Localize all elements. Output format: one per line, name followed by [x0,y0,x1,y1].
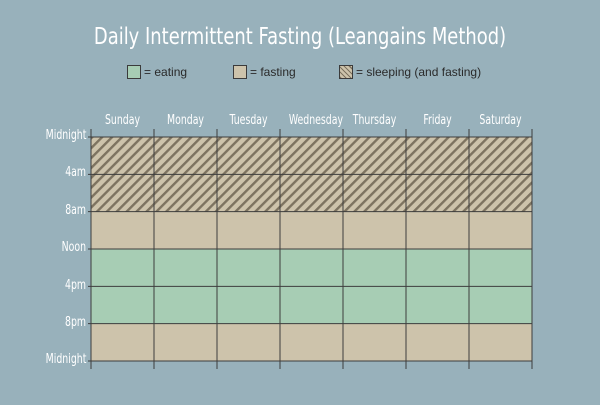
cell-sleeping [280,174,343,212]
legend-label-fasting: = fasting [250,65,296,79]
legend-swatch-eating [127,65,141,79]
cell-eating [154,286,217,324]
cell-eating [406,248,469,287]
cell-fasting [154,211,217,249]
day-label-monday: Monday [167,113,204,128]
cell-sleeping [217,137,280,175]
cell-eating [469,248,532,287]
legend-label-eating: = eating [144,65,188,79]
cell-sleeping [91,174,154,212]
day-label-thursday: Thursday [352,113,397,128]
day-label-sunday: Sunday [104,113,141,128]
cell-sleeping [406,137,469,175]
cell-fasting [91,211,154,249]
day-label-saturday: Saturday [479,113,522,128]
cell-eating [469,286,532,324]
cell-fasting [406,323,469,361]
cell-eating [217,248,280,287]
cell-sleeping [217,174,280,212]
cell-sleeping [469,137,532,175]
cell-sleeping [91,137,154,175]
cell-sleeping [154,137,217,175]
time-label-midnight-start: Midnight [45,128,87,143]
legend: = eating = fasting = sleeping (and fasti… [0,65,600,85]
cell-sleeping [280,137,343,175]
cell-sleeping [469,174,532,212]
cell-eating [91,248,154,287]
time-label-midnight-end: Midnight [45,352,87,367]
day-label-tuesday: Tuesday [229,113,268,128]
cell-fasting [154,323,217,361]
cell-eating [343,286,406,324]
cell-fasting [469,211,532,249]
time-label-noon: Noon [61,240,86,255]
cell-fasting [217,323,280,361]
cell-eating [280,248,343,287]
time-label-8am: 8am [65,203,86,218]
legend-item-sleeping: = sleeping (and fasting) [339,65,481,79]
cell-sleeping [343,137,406,175]
time-label-8pm: 8pm [64,315,86,330]
cell-fasting [469,323,532,361]
cell-eating [91,286,154,324]
cell-sleeping [406,174,469,212]
day-label-wednesday: Wednesday [288,113,344,128]
cell-eating [406,286,469,324]
cell-fasting [280,323,343,361]
chart-title: Daily Intermittent Fasting (Leangains Me… [93,24,507,50]
cell-fasting [217,211,280,249]
cell-fasting [343,211,406,249]
cell-sleeping [154,174,217,212]
legend-label-sleeping: = sleeping (and fasting) [356,65,482,79]
cell-eating [217,286,280,324]
cell-fasting [91,323,154,361]
cell-fasting [280,211,343,249]
cell-fasting [343,323,406,361]
time-label-4pm: 4pm [64,278,86,293]
cell-fasting [406,211,469,249]
legend-swatch-sleeping [339,65,353,79]
legend-item-eating: = eating [127,65,187,79]
legend-item-fasting: = fasting [233,65,296,79]
legend-swatch-fasting [233,65,247,79]
cell-eating [154,248,217,287]
time-label-4am: 4am [65,165,86,180]
cell-eating [280,286,343,324]
cell-eating [343,248,406,287]
cell-sleeping [343,174,406,212]
day-label-friday: Friday [423,113,452,128]
